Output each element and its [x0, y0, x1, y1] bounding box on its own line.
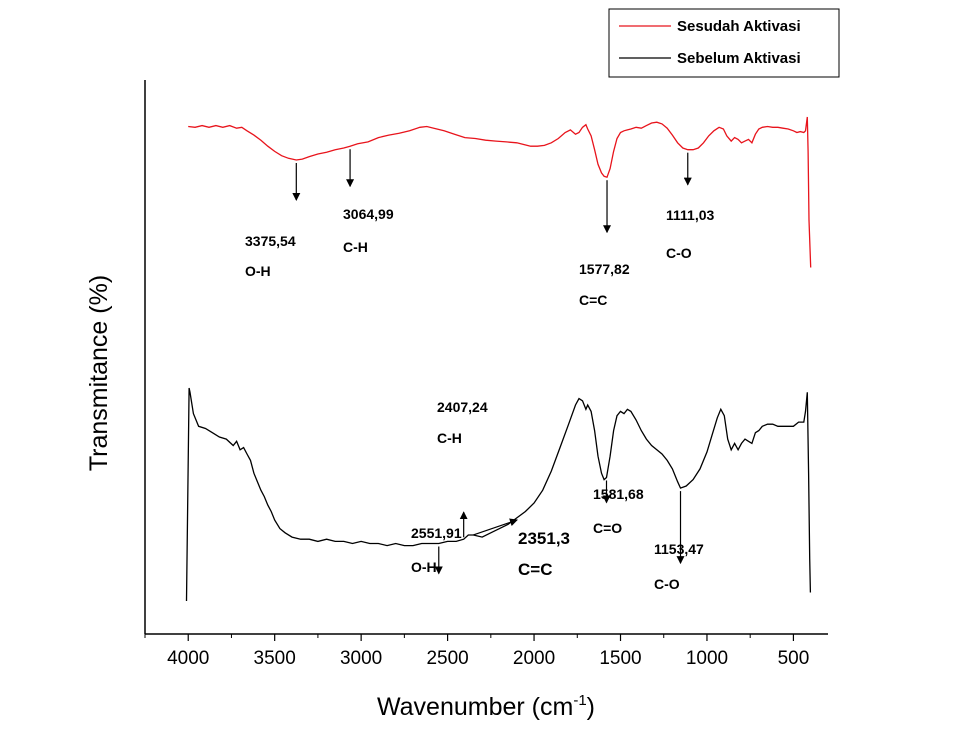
legend-box: [608, 8, 840, 78]
annotation-wavenumber: 1577,82: [579, 261, 630, 277]
x-axis-label: Wavenumber (cm-1): [377, 692, 595, 721]
legend-label: Sebelum Aktivasi: [677, 50, 801, 67]
annotation-group: C-O: [654, 576, 680, 592]
annotation-group: C=C: [579, 292, 607, 308]
peak-annotations: 3375,54 O-H 3064,99 C-H 1577,82 C=C 1111,03 C-O…: [245, 149, 715, 592]
axes: 4000 3500 3000 2500 2000 1500 1000 500: [144, 80, 828, 669]
x-tick-label: 1500: [599, 648, 641, 669]
annotation-wavenumber: 1153,47: [654, 541, 704, 557]
plot-lines: [185, 116, 812, 602]
annotation-group: C-H: [437, 430, 462, 446]
annotation-wavenumber: 2551,91: [411, 525, 462, 541]
annotation-group: C=O: [593, 520, 622, 536]
annotation-wavenumber: 1111,03: [666, 207, 715, 223]
annotation-wavenumber: 3375,54: [245, 233, 296, 249]
y-axis-label: Transmitance (%): [85, 275, 113, 471]
series-line-sesudah-aktivasi: [188, 116, 812, 268]
annotation-wavenumber: 2351,3: [518, 529, 570, 548]
x-tick-label: 500: [778, 648, 810, 669]
legend: Sesudah Aktivasi Sebelum Aktivasi: [608, 8, 840, 78]
series-line-sebelum-aktivasi: [185, 387, 812, 602]
x-tick-label: 2500: [426, 648, 468, 669]
annotation-group: C=C: [518, 560, 552, 579]
x-tick-label: 3000: [340, 648, 382, 669]
annotation-group: C-H: [343, 239, 368, 255]
x-tick-label: 3500: [254, 648, 296, 669]
x-tick-label: 1000: [686, 648, 728, 669]
x-tick-label: 4000: [167, 648, 209, 669]
annotation-group: C-O: [666, 245, 692, 261]
annotation-group: O-H: [411, 559, 437, 575]
annotation-wavenumber: 2407,24: [437, 399, 488, 415]
annotation-wavenumber: 3064,99: [343, 206, 394, 222]
annotation-group: O-H: [245, 263, 271, 279]
annotation-wavenumber: 1581,68: [593, 486, 644, 502]
legend-label: Sesudah Aktivasi: [677, 18, 801, 35]
annotation-arrow: [473, 518, 518, 536]
x-tick-label: 2000: [513, 648, 555, 669]
